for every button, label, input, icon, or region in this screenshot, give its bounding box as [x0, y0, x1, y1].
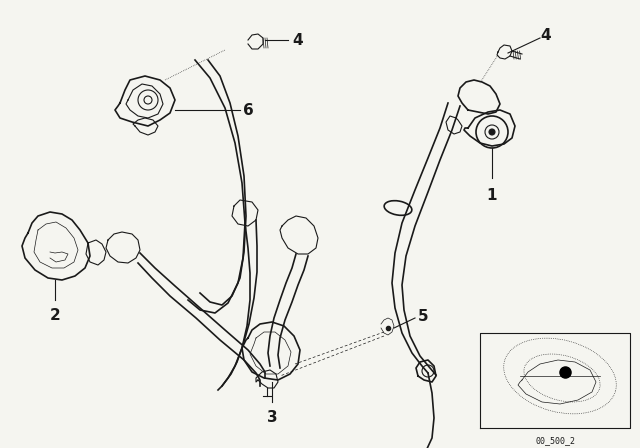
Text: 4: 4: [292, 33, 303, 47]
Text: 6: 6: [243, 103, 253, 117]
Text: 5: 5: [418, 309, 429, 323]
Text: 1: 1: [487, 188, 497, 203]
Text: 4: 4: [540, 27, 550, 43]
Circle shape: [489, 129, 495, 135]
Text: 2: 2: [50, 308, 60, 323]
Text: 3: 3: [267, 410, 277, 425]
Text: 00_500_2: 00_500_2: [535, 436, 575, 445]
